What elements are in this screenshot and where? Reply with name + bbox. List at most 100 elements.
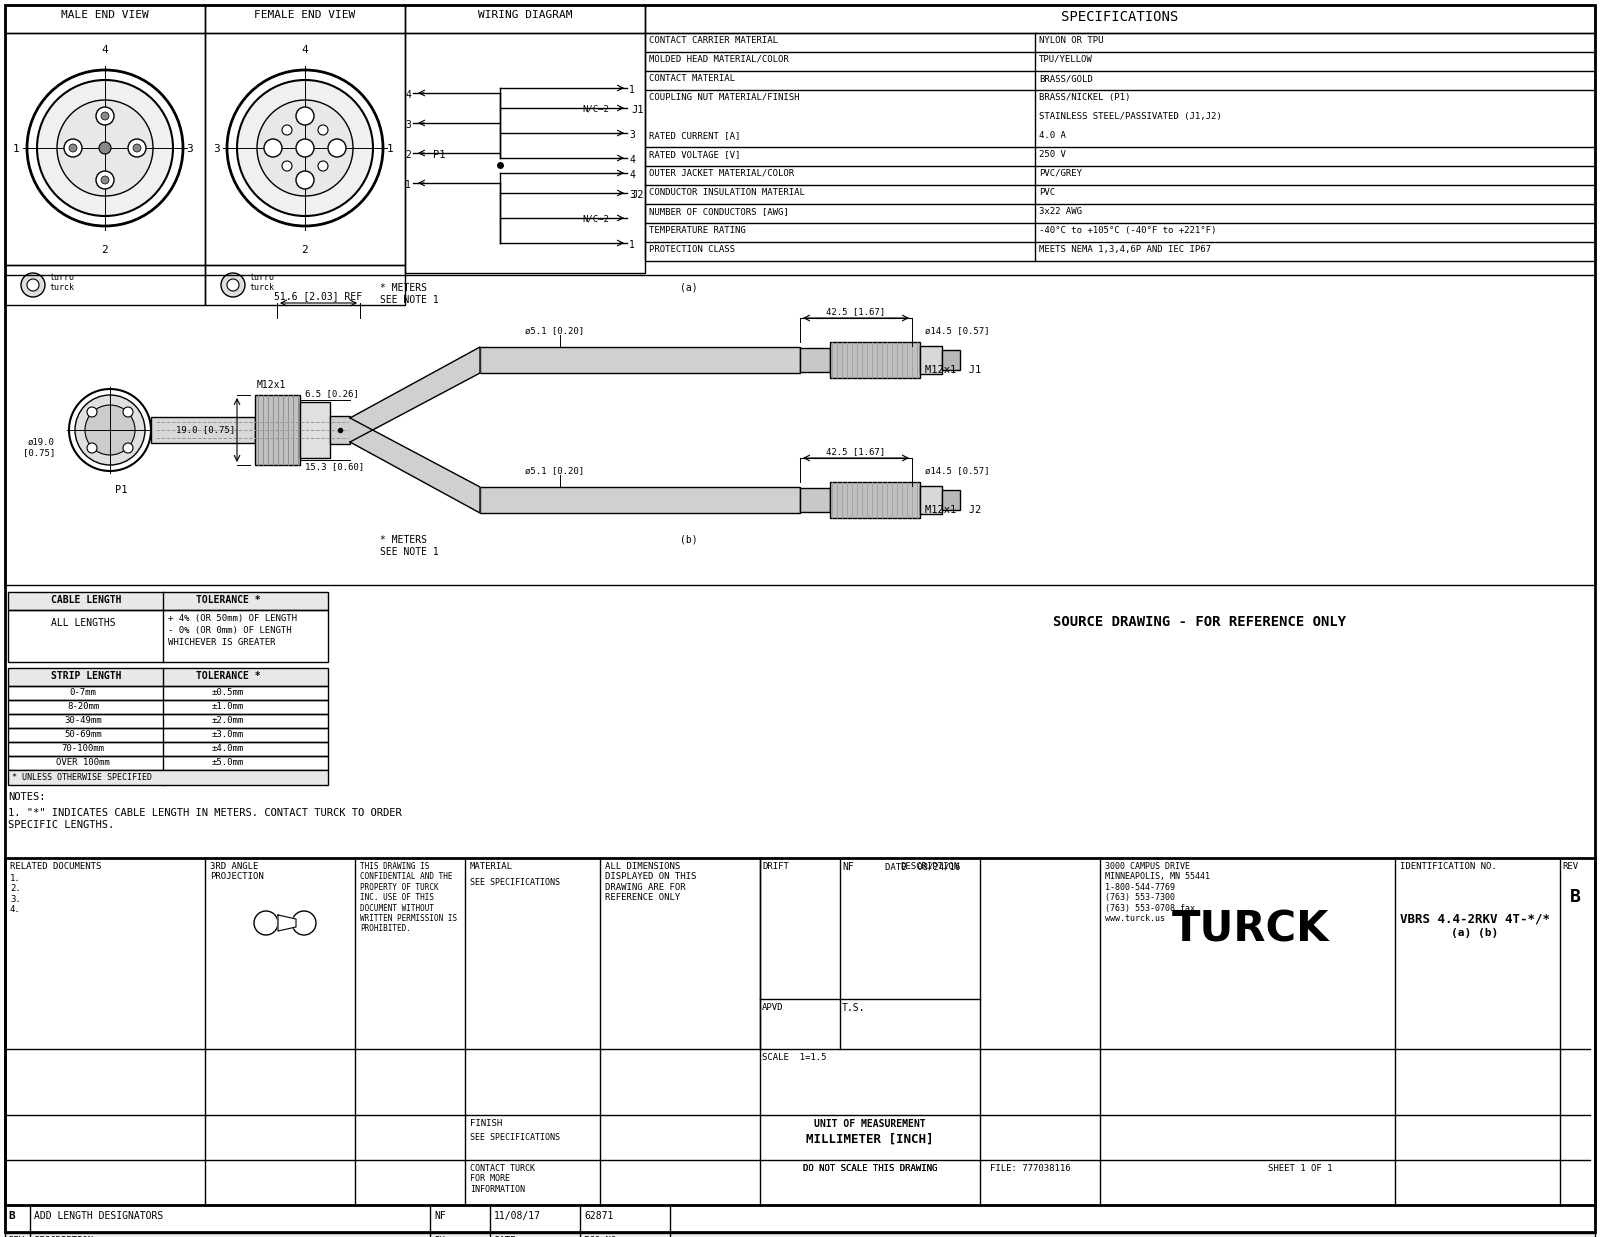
Text: FEMALE END VIEW: FEMALE END VIEW (254, 10, 355, 20)
Bar (5, 275, 1595, 585)
Circle shape (296, 171, 314, 189)
Text: OUTER JACKET MATERIAL/COLOR: OUTER JACKET MATERIAL/COLOR (650, 169, 794, 178)
Text: 62871: 62871 (584, 1211, 613, 1221)
Bar (8, 593, 328, 610)
Bar (8, 687, 328, 700)
Circle shape (99, 142, 110, 153)
Text: BRASS/NICKEL (P1): BRASS/NICKEL (P1) (1038, 93, 1130, 101)
Text: 3: 3 (629, 130, 635, 140)
Bar (8, 610, 328, 662)
Bar (405, 33, 645, 273)
Text: RATED VOLTAGE [V]: RATED VOLTAGE [V] (650, 150, 741, 160)
Bar (480, 348, 800, 374)
Text: FINISH: FINISH (470, 1118, 502, 1128)
Text: 1: 1 (629, 85, 635, 95)
Text: SEE NOTE 1: SEE NOTE 1 (381, 294, 438, 306)
Text: ±5.0mm: ±5.0mm (211, 758, 245, 767)
Text: 1: 1 (13, 143, 19, 153)
Text: P1: P1 (115, 485, 128, 495)
Text: 2: 2 (302, 245, 309, 255)
Text: SOURCE DRAWING - FOR REFERENCE ONLY: SOURCE DRAWING - FOR REFERENCE ONLY (1053, 615, 1347, 628)
Text: NF: NF (842, 862, 854, 872)
Text: (a): (a) (680, 283, 698, 293)
Text: 19.0 [0.75]: 19.0 [0.75] (176, 426, 235, 434)
Bar (330, 416, 350, 444)
Circle shape (86, 407, 98, 417)
Text: 1. "*" INDICATES CABLE LENGTH IN METERS. CONTACT TURCK TO ORDER
SPECIFIC LENGTHS: 1. "*" INDICATES CABLE LENGTH IN METERS.… (8, 808, 402, 830)
Bar (301, 402, 330, 458)
Bar (480, 487, 800, 513)
Circle shape (296, 139, 314, 157)
Bar (942, 350, 960, 370)
Circle shape (291, 910, 317, 935)
Text: WIRING DIAGRAM: WIRING DIAGRAM (478, 10, 573, 20)
Circle shape (101, 176, 109, 184)
Text: MEETS NEMA 1,3,4,6P AND IEC IP67: MEETS NEMA 1,3,4,6P AND IEC IP67 (1038, 245, 1211, 254)
Text: ADD LENGTH DESIGNATORS: ADD LENGTH DESIGNATORS (34, 1211, 163, 1221)
Text: ø14.5 [0.57]: ø14.5 [0.57] (925, 466, 989, 475)
Text: WHICHEVER IS GREATER: WHICHEVER IS GREATER (168, 638, 275, 647)
Circle shape (123, 407, 133, 417)
Bar (5, 33, 205, 265)
Text: ALL LENGTHS: ALL LENGTHS (51, 618, 115, 628)
Text: ø5.1 [0.20]: ø5.1 [0.20] (525, 327, 584, 335)
Bar (800, 348, 830, 372)
Text: ø14.5 [0.57]: ø14.5 [0.57] (925, 327, 989, 335)
Text: 3: 3 (186, 143, 194, 153)
Text: 30-49mm: 30-49mm (64, 716, 102, 725)
Polygon shape (350, 348, 480, 442)
Text: NUMBER OF CONDUCTORS [AWG]: NUMBER OF CONDUCTORS [AWG] (650, 207, 789, 216)
Circle shape (128, 139, 146, 157)
Circle shape (75, 395, 146, 465)
Text: 11/08/17: 11/08/17 (494, 1211, 541, 1221)
Text: * METERS: * METERS (381, 534, 427, 546)
Bar (920, 346, 942, 374)
Bar (830, 482, 920, 518)
Text: ø5.1 [0.20]: ø5.1 [0.20] (525, 466, 584, 475)
Text: 4: 4 (629, 155, 635, 165)
Text: 4: 4 (102, 45, 109, 54)
Text: PVC/GREY: PVC/GREY (1038, 169, 1082, 178)
Text: MATERIAL: MATERIAL (470, 862, 514, 871)
Polygon shape (350, 418, 480, 513)
Text: 15.3 [0.60]: 15.3 [0.60] (306, 461, 365, 471)
Text: 4.0 A: 4.0 A (1038, 131, 1066, 140)
Text: NOTES:: NOTES: (8, 792, 45, 802)
Circle shape (133, 143, 141, 152)
Bar (800, 489, 830, 512)
Bar (5, 1233, 1595, 1237)
Text: 1.
2.
3.
4.: 1. 2. 3. 4. (10, 875, 21, 914)
Text: 70-100mm: 70-100mm (61, 743, 104, 753)
Bar (830, 341, 920, 379)
Text: ±0.5mm: ±0.5mm (211, 688, 245, 696)
Text: FILE: 777038116: FILE: 777038116 (990, 1164, 1070, 1173)
Text: 250 V: 250 V (1038, 150, 1066, 160)
Text: CONTACT TURCK
FOR MORE
INFORMATION: CONTACT TURCK FOR MORE INFORMATION (470, 1164, 534, 1194)
Text: 1: 1 (405, 181, 411, 190)
Text: 3x22 AWG: 3x22 AWG (1038, 207, 1082, 216)
Bar (8, 668, 328, 687)
Text: RATED CURRENT [A]: RATED CURRENT [A] (650, 131, 741, 140)
Circle shape (58, 100, 154, 195)
Text: 42.5 [1.67]: 42.5 [1.67] (827, 447, 885, 456)
Circle shape (69, 388, 150, 471)
Bar (5, 265, 205, 306)
Circle shape (282, 161, 291, 171)
Circle shape (258, 100, 354, 195)
Text: + 4% (OR 50mm) OF LENGTH: + 4% (OR 50mm) OF LENGTH (168, 614, 298, 623)
Text: DRIFT: DRIFT (762, 862, 789, 871)
Circle shape (101, 113, 109, 120)
Circle shape (64, 139, 82, 157)
Circle shape (123, 443, 133, 453)
Text: COUPLING NUT MATERIAL/FINISH: COUPLING NUT MATERIAL/FINISH (650, 93, 800, 101)
Text: APVD: APVD (762, 1003, 784, 1012)
Text: * UNLESS OTHERWISE SPECIFIED: * UNLESS OTHERWISE SPECIFIED (13, 773, 152, 782)
Text: B: B (1570, 888, 1581, 905)
Circle shape (37, 80, 173, 216)
Text: MALE END VIEW: MALE END VIEW (61, 10, 149, 20)
Text: CONTACT MATERIAL: CONTACT MATERIAL (650, 74, 734, 83)
Circle shape (21, 273, 45, 297)
Circle shape (85, 404, 134, 455)
Text: 8-20mm: 8-20mm (67, 703, 99, 711)
Text: - 0% (OR 0mm) OF LENGTH: - 0% (OR 0mm) OF LENGTH (168, 626, 291, 635)
